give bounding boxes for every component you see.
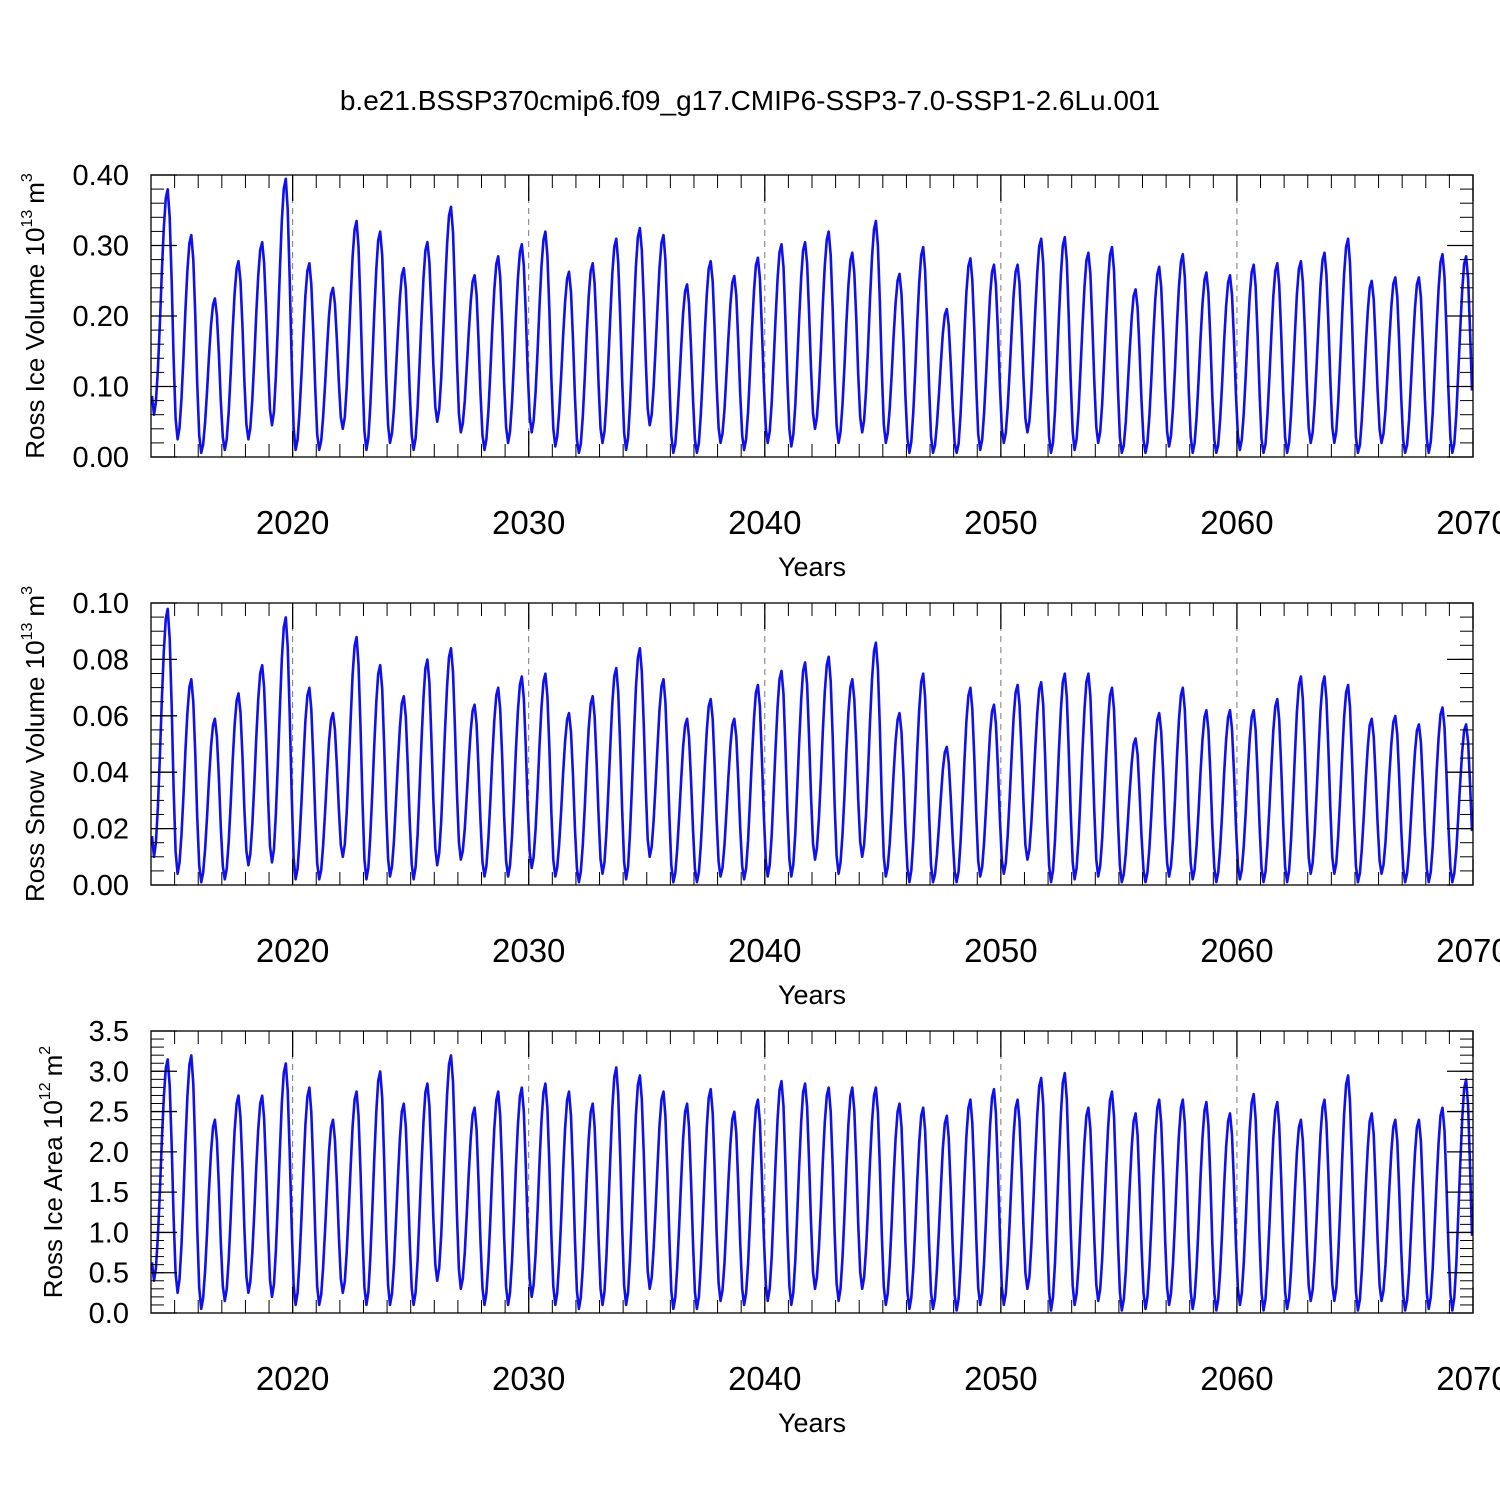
y-tick-label: 0.00 — [73, 870, 129, 902]
y-axis-label-unit-exponent: 3 — [19, 586, 36, 595]
x-tick-label: 2030 — [492, 504, 565, 541]
x-tick-label: 2030 — [492, 932, 565, 969]
y-axis-label-main: Ross Ice Area 10 — [38, 1100, 68, 1298]
y-tick-label: 3.0 — [89, 1056, 129, 1088]
x-tick-label: 2070 — [1436, 1360, 1500, 1397]
y-tick-label: 0.10 — [73, 588, 129, 620]
x-tick-label: 2040 — [728, 932, 801, 969]
y-tick-label: 0.02 — [73, 814, 129, 846]
x-tick-label: 2070 — [1436, 932, 1500, 969]
y-tick-label: 0.5 — [89, 1258, 129, 1290]
y-tick-label: 1.0 — [89, 1217, 129, 1249]
x-tick-label: 2050 — [964, 504, 1037, 541]
y-axis-label-exponent: 13 — [19, 622, 36, 640]
figure-title: b.e21.BSSP370cmip6.f09_g17.CMIP6-SSP3-7.… — [340, 85, 1160, 116]
y-axis-label-exponent: 13 — [19, 210, 36, 228]
series-line-ice-volume — [150, 177, 1474, 455]
y-tick-label: 0.06 — [73, 701, 129, 733]
y-axis-label: Ross Ice Volume 1013 m3 — [19, 173, 50, 459]
x-tick-label: 2060 — [1200, 932, 1273, 969]
y-tick-label: 0.00 — [73, 442, 129, 474]
y-tick-label: 2.0 — [89, 1137, 129, 1169]
y-axis-label-unit: m — [38, 1055, 68, 1077]
y-tick-label: 0.08 — [73, 644, 129, 676]
y-tick-label: 0.20 — [73, 301, 129, 333]
x-tick-label: 2030 — [492, 1360, 565, 1397]
y-tick-label: 0.0 — [89, 1298, 129, 1330]
y-tick-label: 0.30 — [73, 231, 129, 263]
y-axis-label-exponent: 12 — [37, 1082, 54, 1100]
x-tick-label: 2060 — [1200, 1360, 1273, 1397]
y-axis-label-unit-exponent: 2 — [37, 1046, 54, 1055]
y-tick-label: 0.10 — [73, 372, 129, 404]
y-axis-label: Ross Ice Area 1012 m2 — [37, 1046, 68, 1298]
x-axis-label: Years — [778, 980, 846, 1010]
y-axis-label-unit-exponent: 3 — [19, 173, 36, 182]
y-axis-label-unit: m — [20, 595, 50, 617]
x-tick-label: 2040 — [728, 504, 801, 541]
y-axis-label-main: Ross Snow Volume 10 — [20, 640, 50, 902]
x-tick-label: 2060 — [1200, 504, 1273, 541]
x-tick-label: 2020 — [256, 1360, 329, 1397]
x-axis-label: Years — [778, 552, 846, 582]
y-tick-label: 3.5 — [89, 1016, 129, 1048]
y-axis-label-unit: m — [20, 182, 50, 204]
series-line-snow-volume — [150, 607, 1474, 884]
y-tick-label: 2.5 — [89, 1097, 129, 1129]
x-tick-label: 2050 — [964, 932, 1037, 969]
panel-ice-area: 0.0 0.5 1.0 1.5 2.0 2.5 3.0 3.5 2020 2030 2040 2050… — [37, 1016, 1500, 1438]
x-axis-label: Years — [778, 1408, 846, 1438]
x-tick-label: 2050 — [964, 1360, 1037, 1397]
y-tick-label: 1.5 — [89, 1177, 129, 1209]
y-tick-label: 0.04 — [73, 757, 129, 789]
x-tick-label: 2020 — [256, 932, 329, 969]
y-axis-label-main: Ross Ice Volume 10 — [20, 228, 50, 459]
y-tick-label: 0.40 — [73, 160, 129, 192]
x-tick-label: 2070 — [1436, 504, 1500, 541]
panel-ice-volume: 0.00 0.10 0.20 0.30 0.40 2020 2030 2040 2050 2060… — [19, 160, 1500, 582]
x-tick-label: 2040 — [728, 1360, 801, 1397]
series-line-ice-area — [150, 1054, 1474, 1312]
y-axis-label: Ross Snow Volume 1013 m3 — [19, 586, 50, 902]
panel-snow-volume: 0.00 0.02 0.04 0.06 0.08 0.10 2020 2030 2040 2050… — [19, 586, 1500, 1010]
x-tick-label: 2020 — [256, 504, 329, 541]
